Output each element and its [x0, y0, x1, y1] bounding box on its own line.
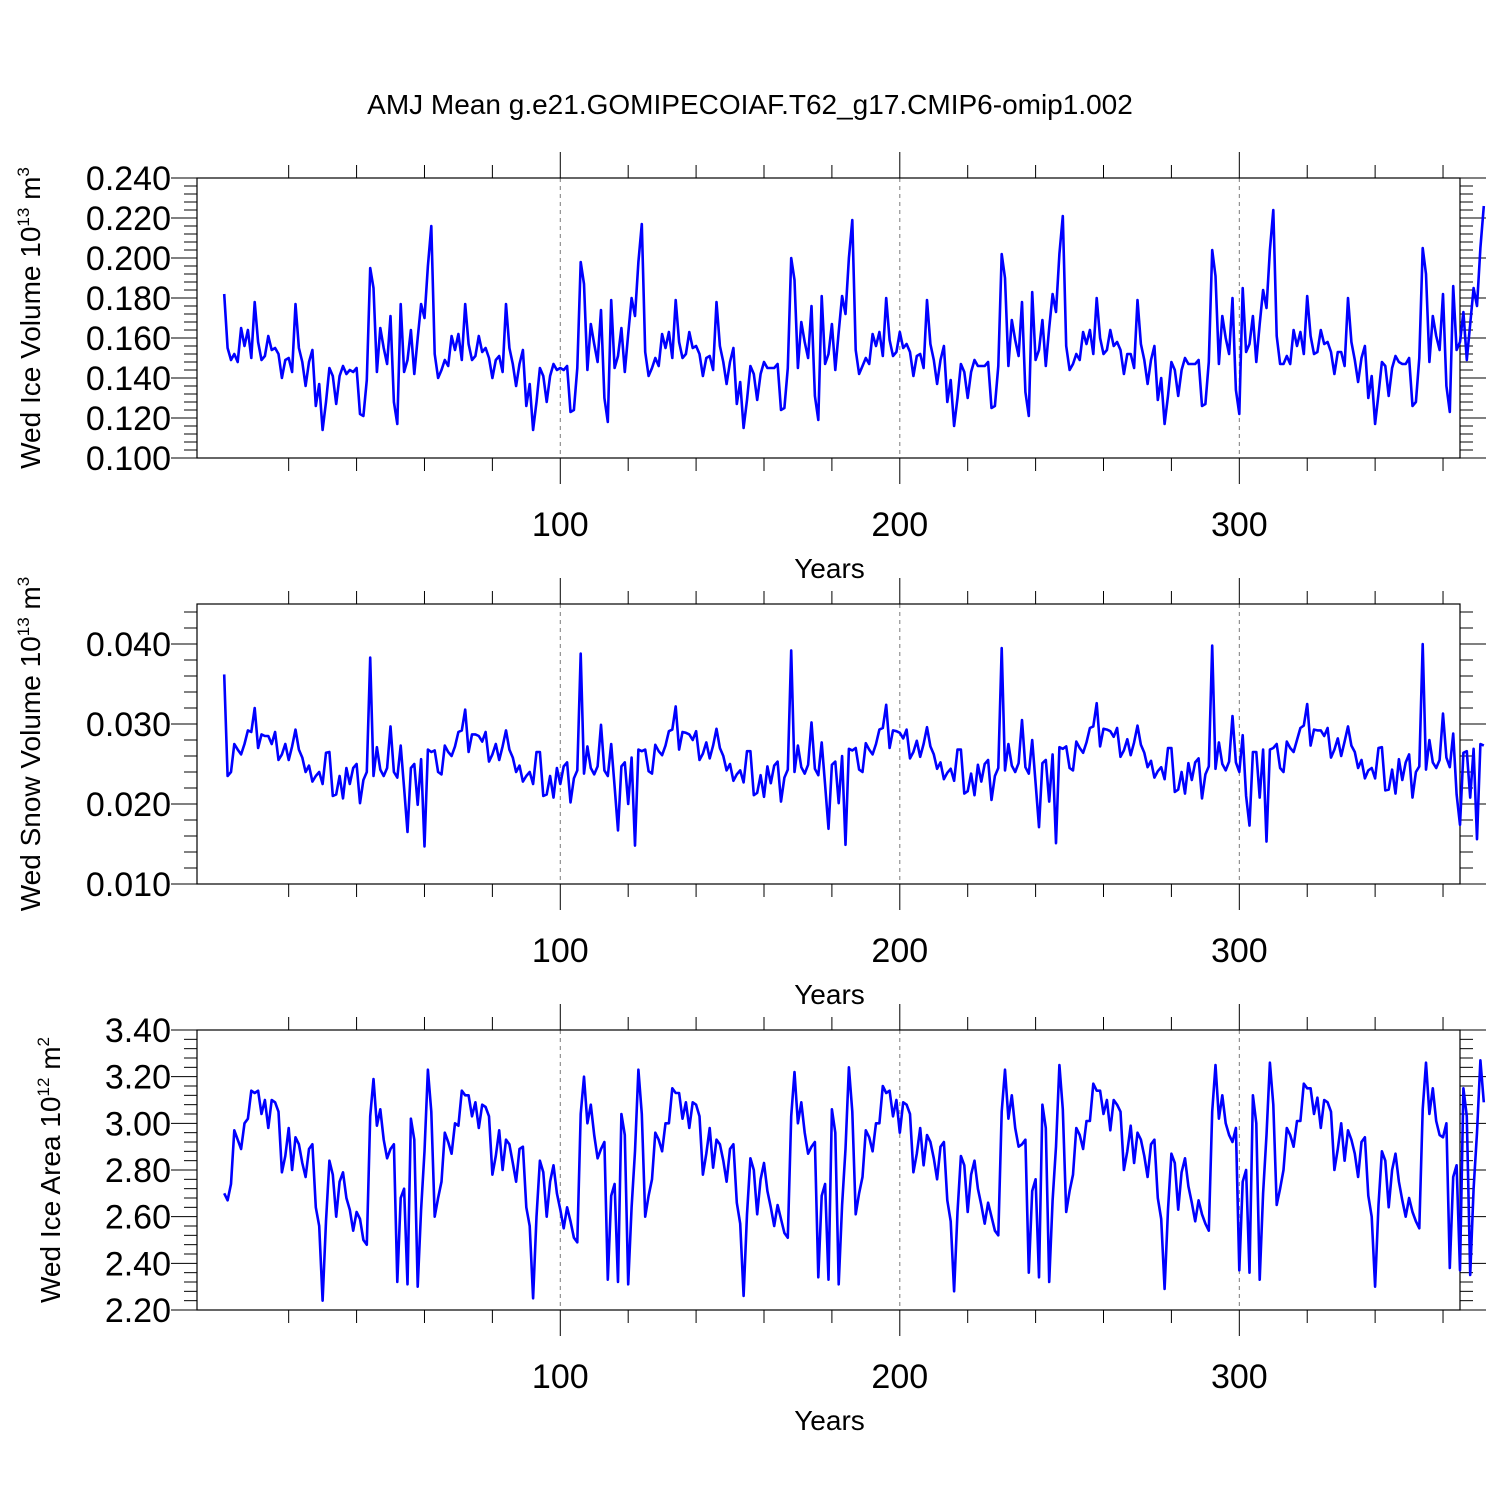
y-tick-label: 0.220 — [86, 200, 171, 238]
series-line — [222, 642, 1485, 848]
y-axis-label: Wed Snow Volume 1013 m3 — [14, 577, 46, 911]
x-tick-label: 100 — [532, 506, 589, 544]
series-line — [223, 1059, 1486, 1302]
x-tick-label: 200 — [871, 506, 928, 544]
y-tick-label: 2.20 — [105, 1292, 171, 1330]
plot-frame — [196, 177, 1461, 459]
x-axis-label: Years — [794, 979, 865, 1010]
y-tick-label: 0.010 — [86, 866, 171, 904]
series-line — [222, 205, 1486, 432]
y-tick-label: 2.60 — [105, 1199, 171, 1237]
y-tick-label: 2.40 — [105, 1245, 171, 1283]
y-tick-label: 0.180 — [86, 280, 171, 318]
x-tick-label: 300 — [1211, 506, 1268, 544]
x-tick-label: 300 — [1211, 1358, 1268, 1396]
y-tick-label: 2.80 — [105, 1152, 171, 1190]
y-tick-label: 0.020 — [86, 786, 171, 824]
x-tick-label: 100 — [532, 932, 589, 970]
y-axis-label: Wed Ice Area 1012 m2 — [34, 1037, 66, 1303]
panel-1: 0.1000.1200.1400.1600.1800.2000.2200.240… — [14, 152, 1486, 584]
y-axis-label: Wed Ice Volume 1013 m3 — [14, 167, 46, 469]
y-tick-label: 3.20 — [105, 1059, 171, 1097]
y-tick-label: 0.160 — [86, 320, 171, 358]
y-tick-label: 0.120 — [86, 400, 171, 438]
figure-title: AMJ Mean g.e21.GOMIPECOIAF.T62_g17.CMIP6… — [367, 89, 1133, 120]
y-tick-label: 0.030 — [86, 706, 171, 744]
x-tick-label: 100 — [532, 1358, 589, 1396]
x-tick-label: 300 — [1211, 932, 1268, 970]
plot-frame — [196, 603, 1461, 885]
x-axis-label: Years — [794, 553, 865, 584]
y-tick-label: 3.40 — [105, 1012, 171, 1050]
y-tick-label: 0.140 — [86, 360, 171, 398]
panel-3: 2.20 2.40 2.60 2.80 3.00 3.20 3.40 100 200 300 Yea… — [34, 1004, 1486, 1436]
y-tick-label: 0.200 — [86, 240, 171, 278]
x-tick-label: 200 — [871, 1358, 928, 1396]
y-tick-label: 0.040 — [86, 626, 171, 664]
y-tick-label: 0.240 — [86, 160, 171, 198]
panel-2: 0.010 0.020 0.030 0.040 100 200 300 Years Wed Sn… — [14, 577, 1486, 1010]
y-tick-label: 0.100 — [86, 440, 171, 478]
x-axis-label: Years — [794, 1405, 865, 1436]
y-tick-label: 3.00 — [105, 1105, 171, 1143]
x-tick-label: 200 — [871, 932, 928, 970]
